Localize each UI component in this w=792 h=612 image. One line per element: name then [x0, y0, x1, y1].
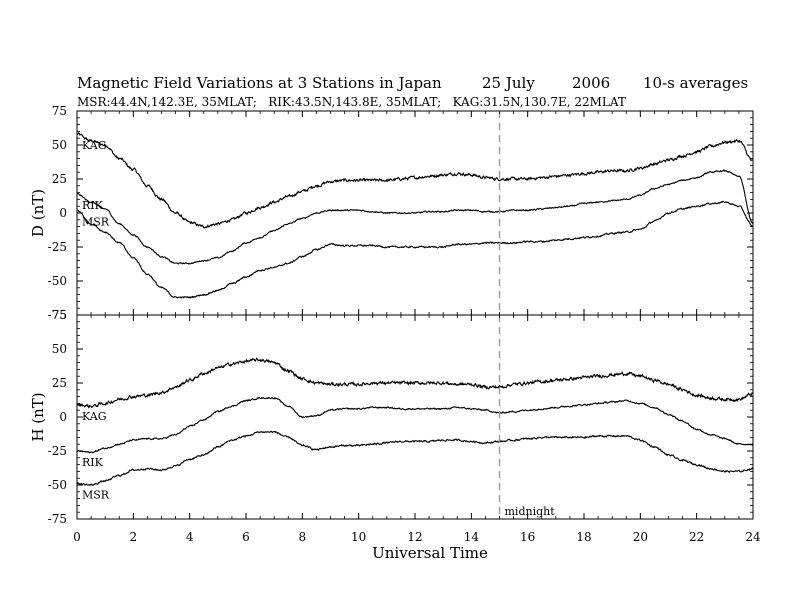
series-label-msr: MSR [82, 215, 110, 228]
x-tick-label: 22 [689, 530, 704, 544]
y-tick-label: -75 [48, 512, 67, 526]
y-tick-label: 75 [52, 104, 67, 118]
x-tick-label: 14 [464, 530, 480, 544]
series-line-kag [76, 357, 754, 409]
x-tick-label: 0 [73, 530, 81, 544]
x-axis-label: Universal Time [372, 544, 488, 562]
x-axis: 0 2 4 6 8 10 12 14 16 18 20 22 24 [73, 111, 761, 544]
y-axis-label: D (nT) [29, 189, 47, 237]
chart-averaging: 10-s averages [643, 74, 748, 92]
y-tick-label: 25 [52, 172, 67, 186]
y-tick-label: -75 [48, 308, 67, 322]
series-label-msr: MSR [82, 489, 110, 502]
x-tick-label: 10 [351, 530, 366, 544]
x-tick-label: 24 [745, 530, 761, 544]
midnight-label: midnight [505, 505, 556, 518]
y-tick-label: 0 [59, 410, 67, 424]
y-tick-label: 50 [52, 138, 67, 152]
series-line-rik [76, 169, 754, 265]
chart-date-year: 2006 [572, 74, 610, 92]
y-tick-label: 25 [52, 376, 67, 390]
series-line-msr [76, 430, 754, 486]
y-tick-label: -25 [48, 240, 67, 254]
x-tick-label: 18 [576, 530, 591, 544]
x-tick-label: 2 [130, 530, 138, 544]
chart-subtitle: MSR:44.4N,142.3E, 35MLAT; RIK:43.5N,143.… [77, 95, 626, 109]
x-tick-label: 12 [407, 530, 422, 544]
series-label-kag: KAG [82, 410, 107, 423]
h-component-panel: 75 50 25 0 -25 -50 -75 H (nT) KAG RIK MSR [29, 308, 754, 526]
d-component-panel: 75 50 25 0 -25 -50 -75 D (nT) KAG RIK MSR [29, 104, 754, 322]
panel-frame [76, 314, 754, 520]
chart-title: Magnetic Field Variations at 3 Stations … [77, 74, 442, 92]
x-tick-label: 16 [520, 530, 535, 544]
x-tick-label: 6 [242, 530, 250, 544]
x-tick-label: 20 [633, 530, 648, 544]
y-tick-label: 0 [59, 206, 67, 220]
x-tick-label: 4 [186, 530, 194, 544]
x-tick-label: 8 [299, 530, 307, 544]
y-tick-label: 50 [52, 342, 67, 356]
series-line-kag [76, 132, 754, 229]
series-label-kag: KAG [82, 139, 107, 152]
y-axis-label: H (nT) [29, 392, 47, 441]
y-tick-label: -50 [48, 274, 67, 288]
series-label-rik: RIK [82, 199, 104, 212]
y-tick-label: 75 [52, 308, 67, 322]
y-tick-label: -50 [48, 478, 67, 492]
series-line-msr [76, 200, 754, 299]
y-tick-label: -25 [48, 444, 67, 458]
series-label-rik: RIK [82, 456, 104, 469]
series-line-rik [76, 396, 754, 454]
chart-date-day-month: 25 July [482, 74, 535, 92]
